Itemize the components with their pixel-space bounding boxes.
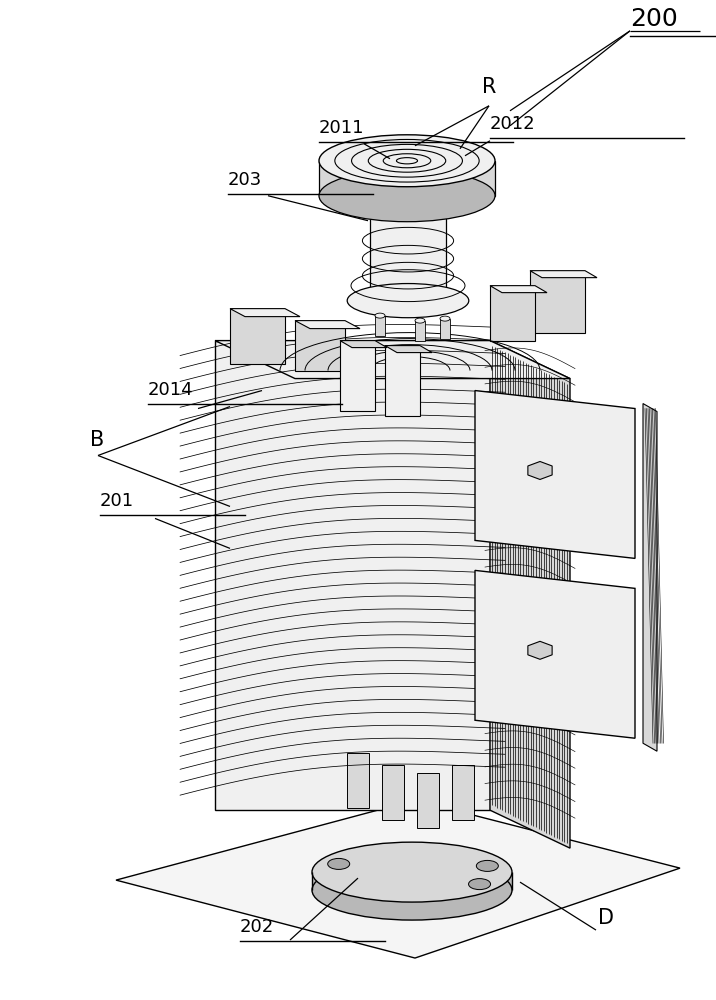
Polygon shape: [295, 321, 345, 371]
Polygon shape: [340, 341, 375, 411]
Polygon shape: [475, 391, 635, 558]
Ellipse shape: [328, 858, 349, 869]
Polygon shape: [490, 286, 547, 293]
Polygon shape: [215, 341, 570, 379]
Text: 2011: 2011: [319, 119, 364, 137]
Polygon shape: [490, 341, 570, 848]
Text: 202: 202: [240, 918, 274, 936]
Text: D: D: [598, 908, 614, 928]
Text: 2012: 2012: [490, 115, 536, 133]
Polygon shape: [385, 346, 432, 353]
Polygon shape: [528, 641, 552, 659]
Polygon shape: [530, 271, 597, 278]
Ellipse shape: [440, 316, 450, 321]
Ellipse shape: [362, 182, 454, 209]
Polygon shape: [347, 753, 369, 808]
Polygon shape: [643, 404, 657, 751]
Text: B: B: [90, 430, 105, 450]
Polygon shape: [375, 316, 385, 336]
Polygon shape: [340, 341, 387, 348]
Polygon shape: [230, 309, 285, 364]
Text: 200: 200: [630, 7, 678, 31]
Polygon shape: [490, 286, 535, 341]
Polygon shape: [530, 271, 585, 333]
Text: R: R: [482, 77, 496, 97]
Polygon shape: [116, 800, 680, 958]
Polygon shape: [319, 161, 495, 196]
Polygon shape: [452, 765, 474, 820]
Text: 203: 203: [228, 171, 262, 189]
Ellipse shape: [319, 170, 495, 222]
Ellipse shape: [312, 842, 512, 902]
Ellipse shape: [476, 860, 498, 871]
Polygon shape: [475, 570, 635, 738]
Polygon shape: [370, 196, 446, 301]
Polygon shape: [528, 461, 552, 479]
Ellipse shape: [312, 860, 512, 920]
Polygon shape: [440, 319, 450, 339]
Polygon shape: [382, 765, 404, 820]
Polygon shape: [417, 773, 439, 828]
Ellipse shape: [375, 313, 385, 318]
Polygon shape: [312, 872, 512, 890]
Text: 2014: 2014: [148, 381, 193, 399]
Polygon shape: [215, 341, 490, 810]
Polygon shape: [415, 321, 425, 341]
Text: 201: 201: [100, 492, 134, 510]
Polygon shape: [295, 321, 360, 329]
Ellipse shape: [362, 287, 454, 314]
Ellipse shape: [319, 135, 495, 187]
Ellipse shape: [415, 318, 425, 323]
Polygon shape: [385, 346, 420, 416]
Polygon shape: [230, 309, 300, 317]
Ellipse shape: [468, 879, 490, 890]
Ellipse shape: [347, 284, 469, 318]
